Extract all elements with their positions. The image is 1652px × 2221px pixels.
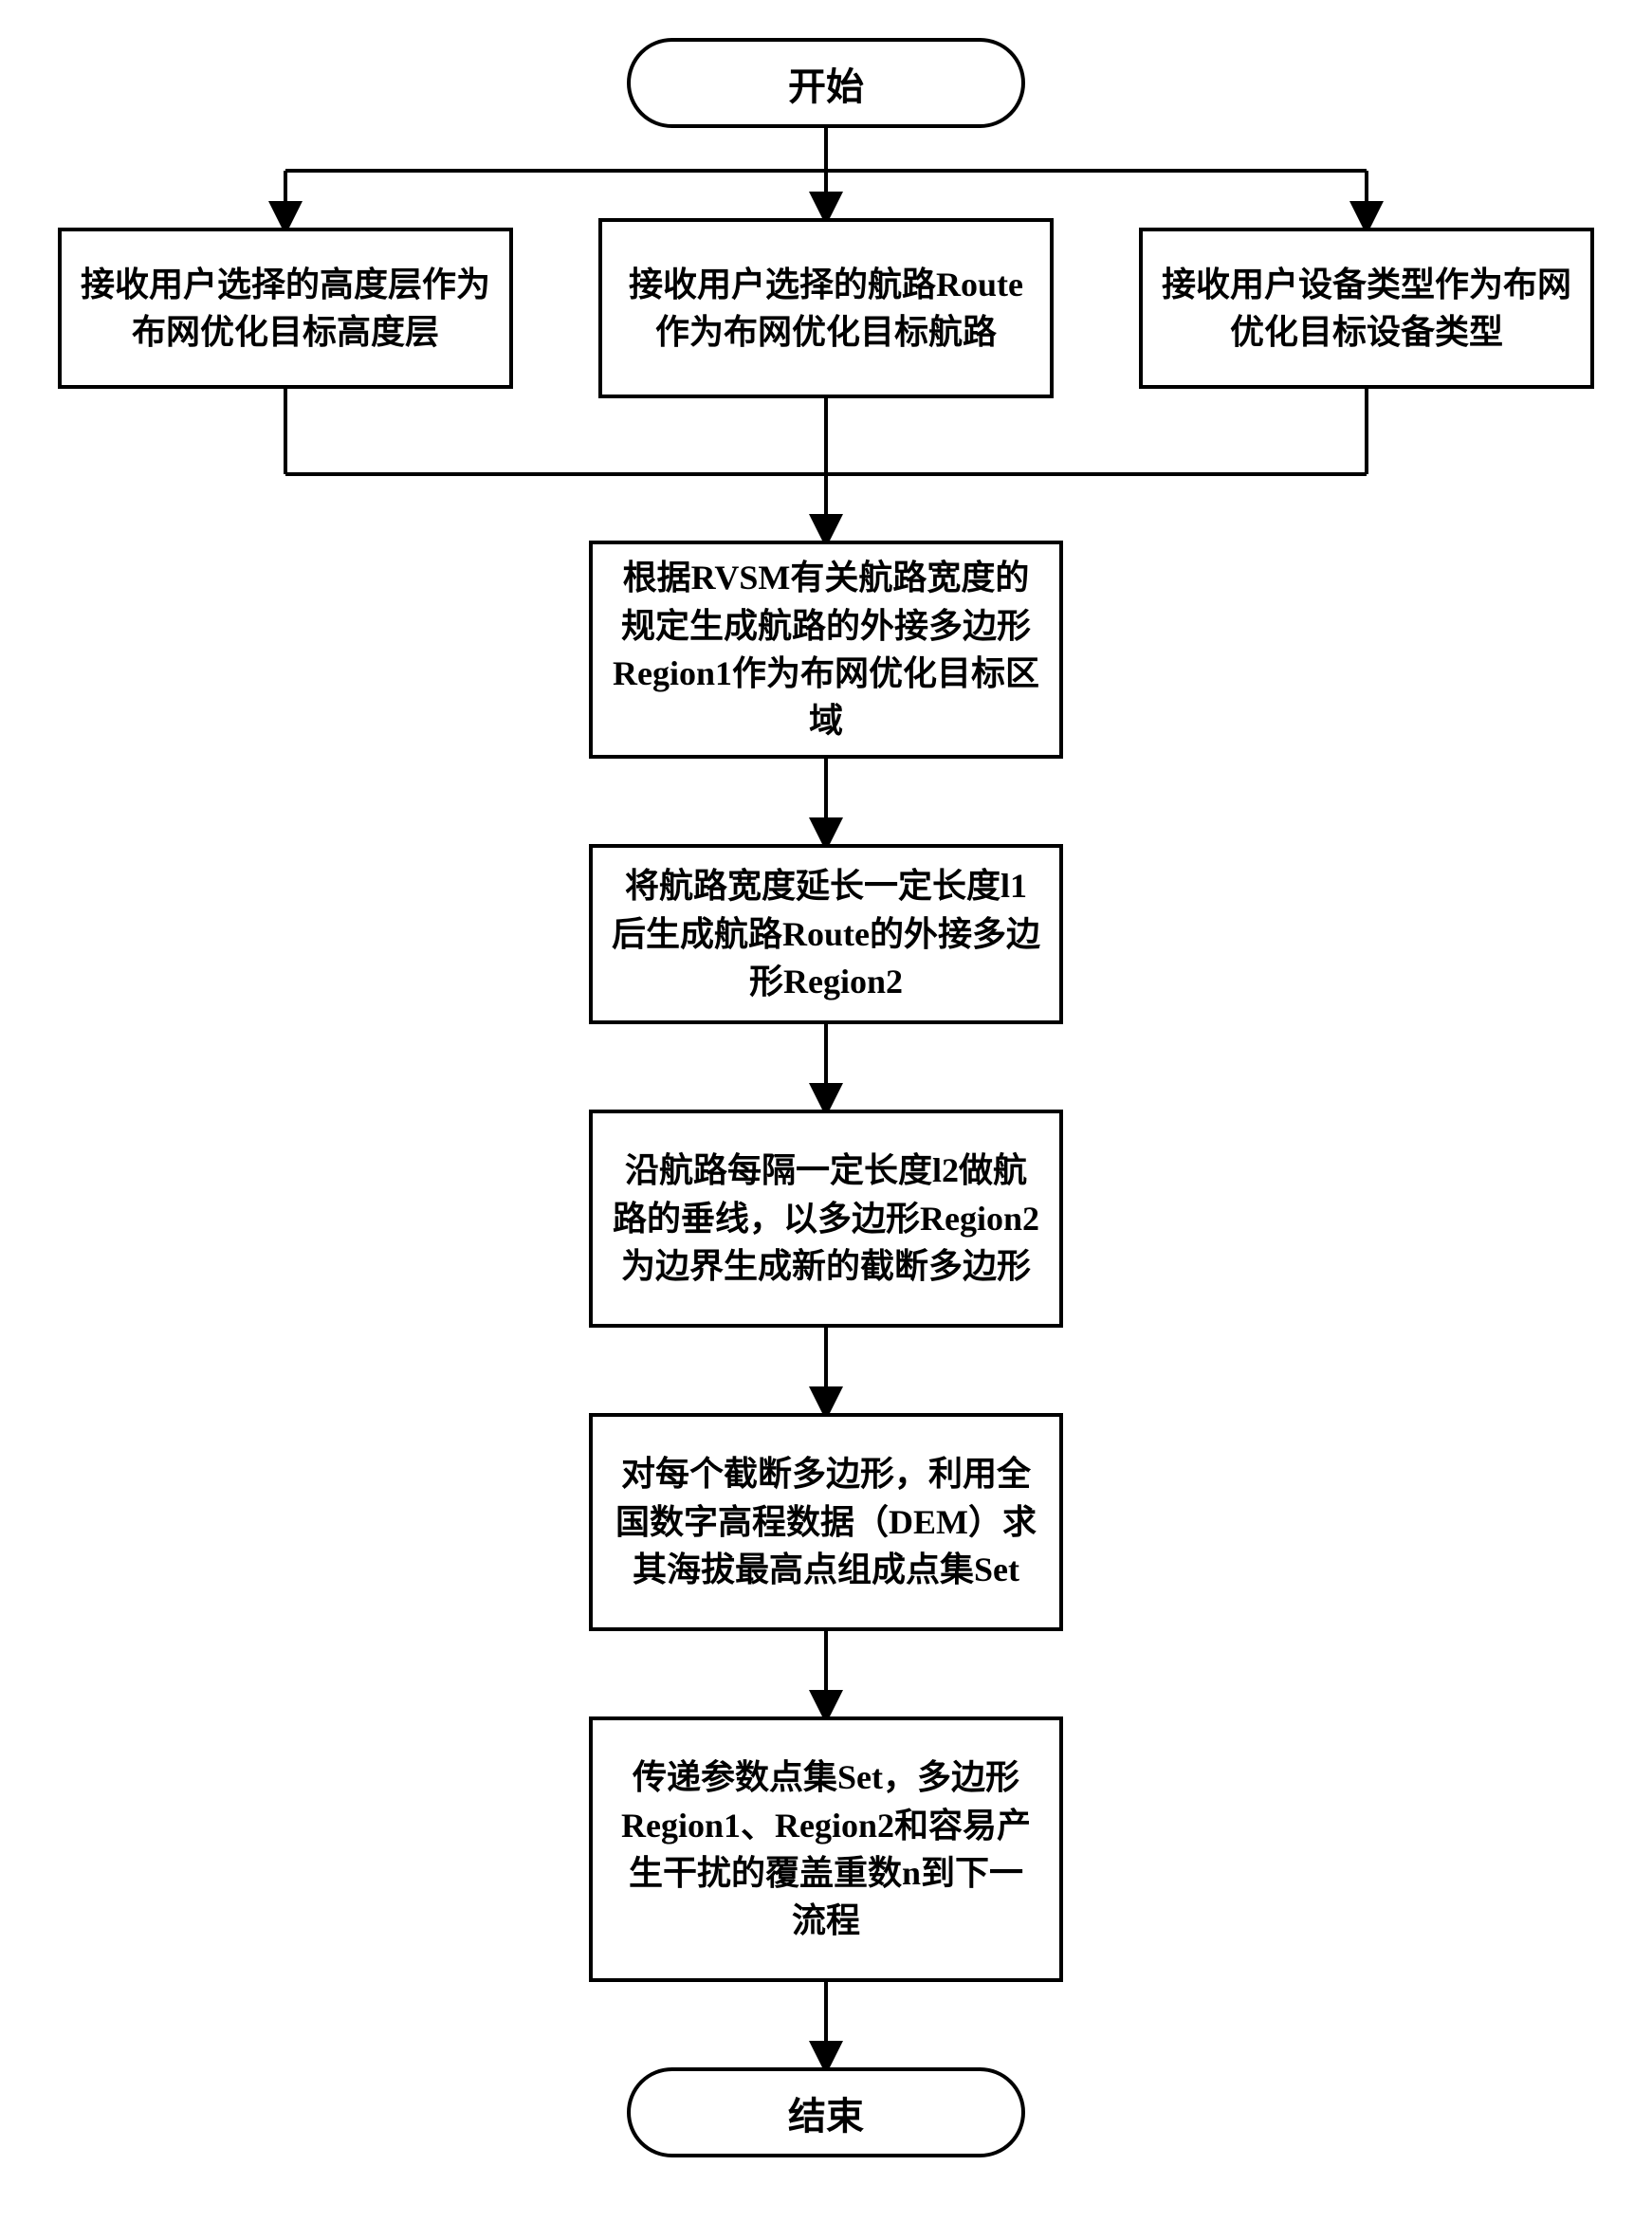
altitude-input-node: 接收用户选择的高度层作为布网优化目标高度层 xyxy=(58,228,513,389)
region2-node: 将航路宽度延长一定长度l1后生成航路Route的外接多边形Region2 xyxy=(589,844,1063,1024)
start-node: 开始 xyxy=(627,38,1025,128)
dem-node: 对每个截断多边形，利用全国数字高程数据（DEM）求其海拔最高点组成点集Set xyxy=(589,1413,1063,1631)
region1-node: 根据RVSM有关航路宽度的规定生成航路的外接多边形Region1作为布网优化目标… xyxy=(589,541,1063,759)
end-node: 结束 xyxy=(627,2067,1025,2157)
cross-polygon-node: 沿航路每隔一定长度l2做航路的垂线，以多边形Region2为边界生成新的截断多边… xyxy=(589,1110,1063,1328)
route-input-node: 接收用户选择的航路Route作为布网优化目标航路 xyxy=(598,218,1054,398)
device-input-node: 接收用户设备类型作为布网优化目标设备类型 xyxy=(1139,228,1594,389)
pass-params-node: 传递参数点集Set，多边形Region1、Region2和容易产生干扰的覆盖重数… xyxy=(589,1716,1063,1982)
flowchart-canvas: 开始 接收用户选择的高度层作为布网优化目标高度层 接收用户选择的航路Route作… xyxy=(39,38,1613,2181)
